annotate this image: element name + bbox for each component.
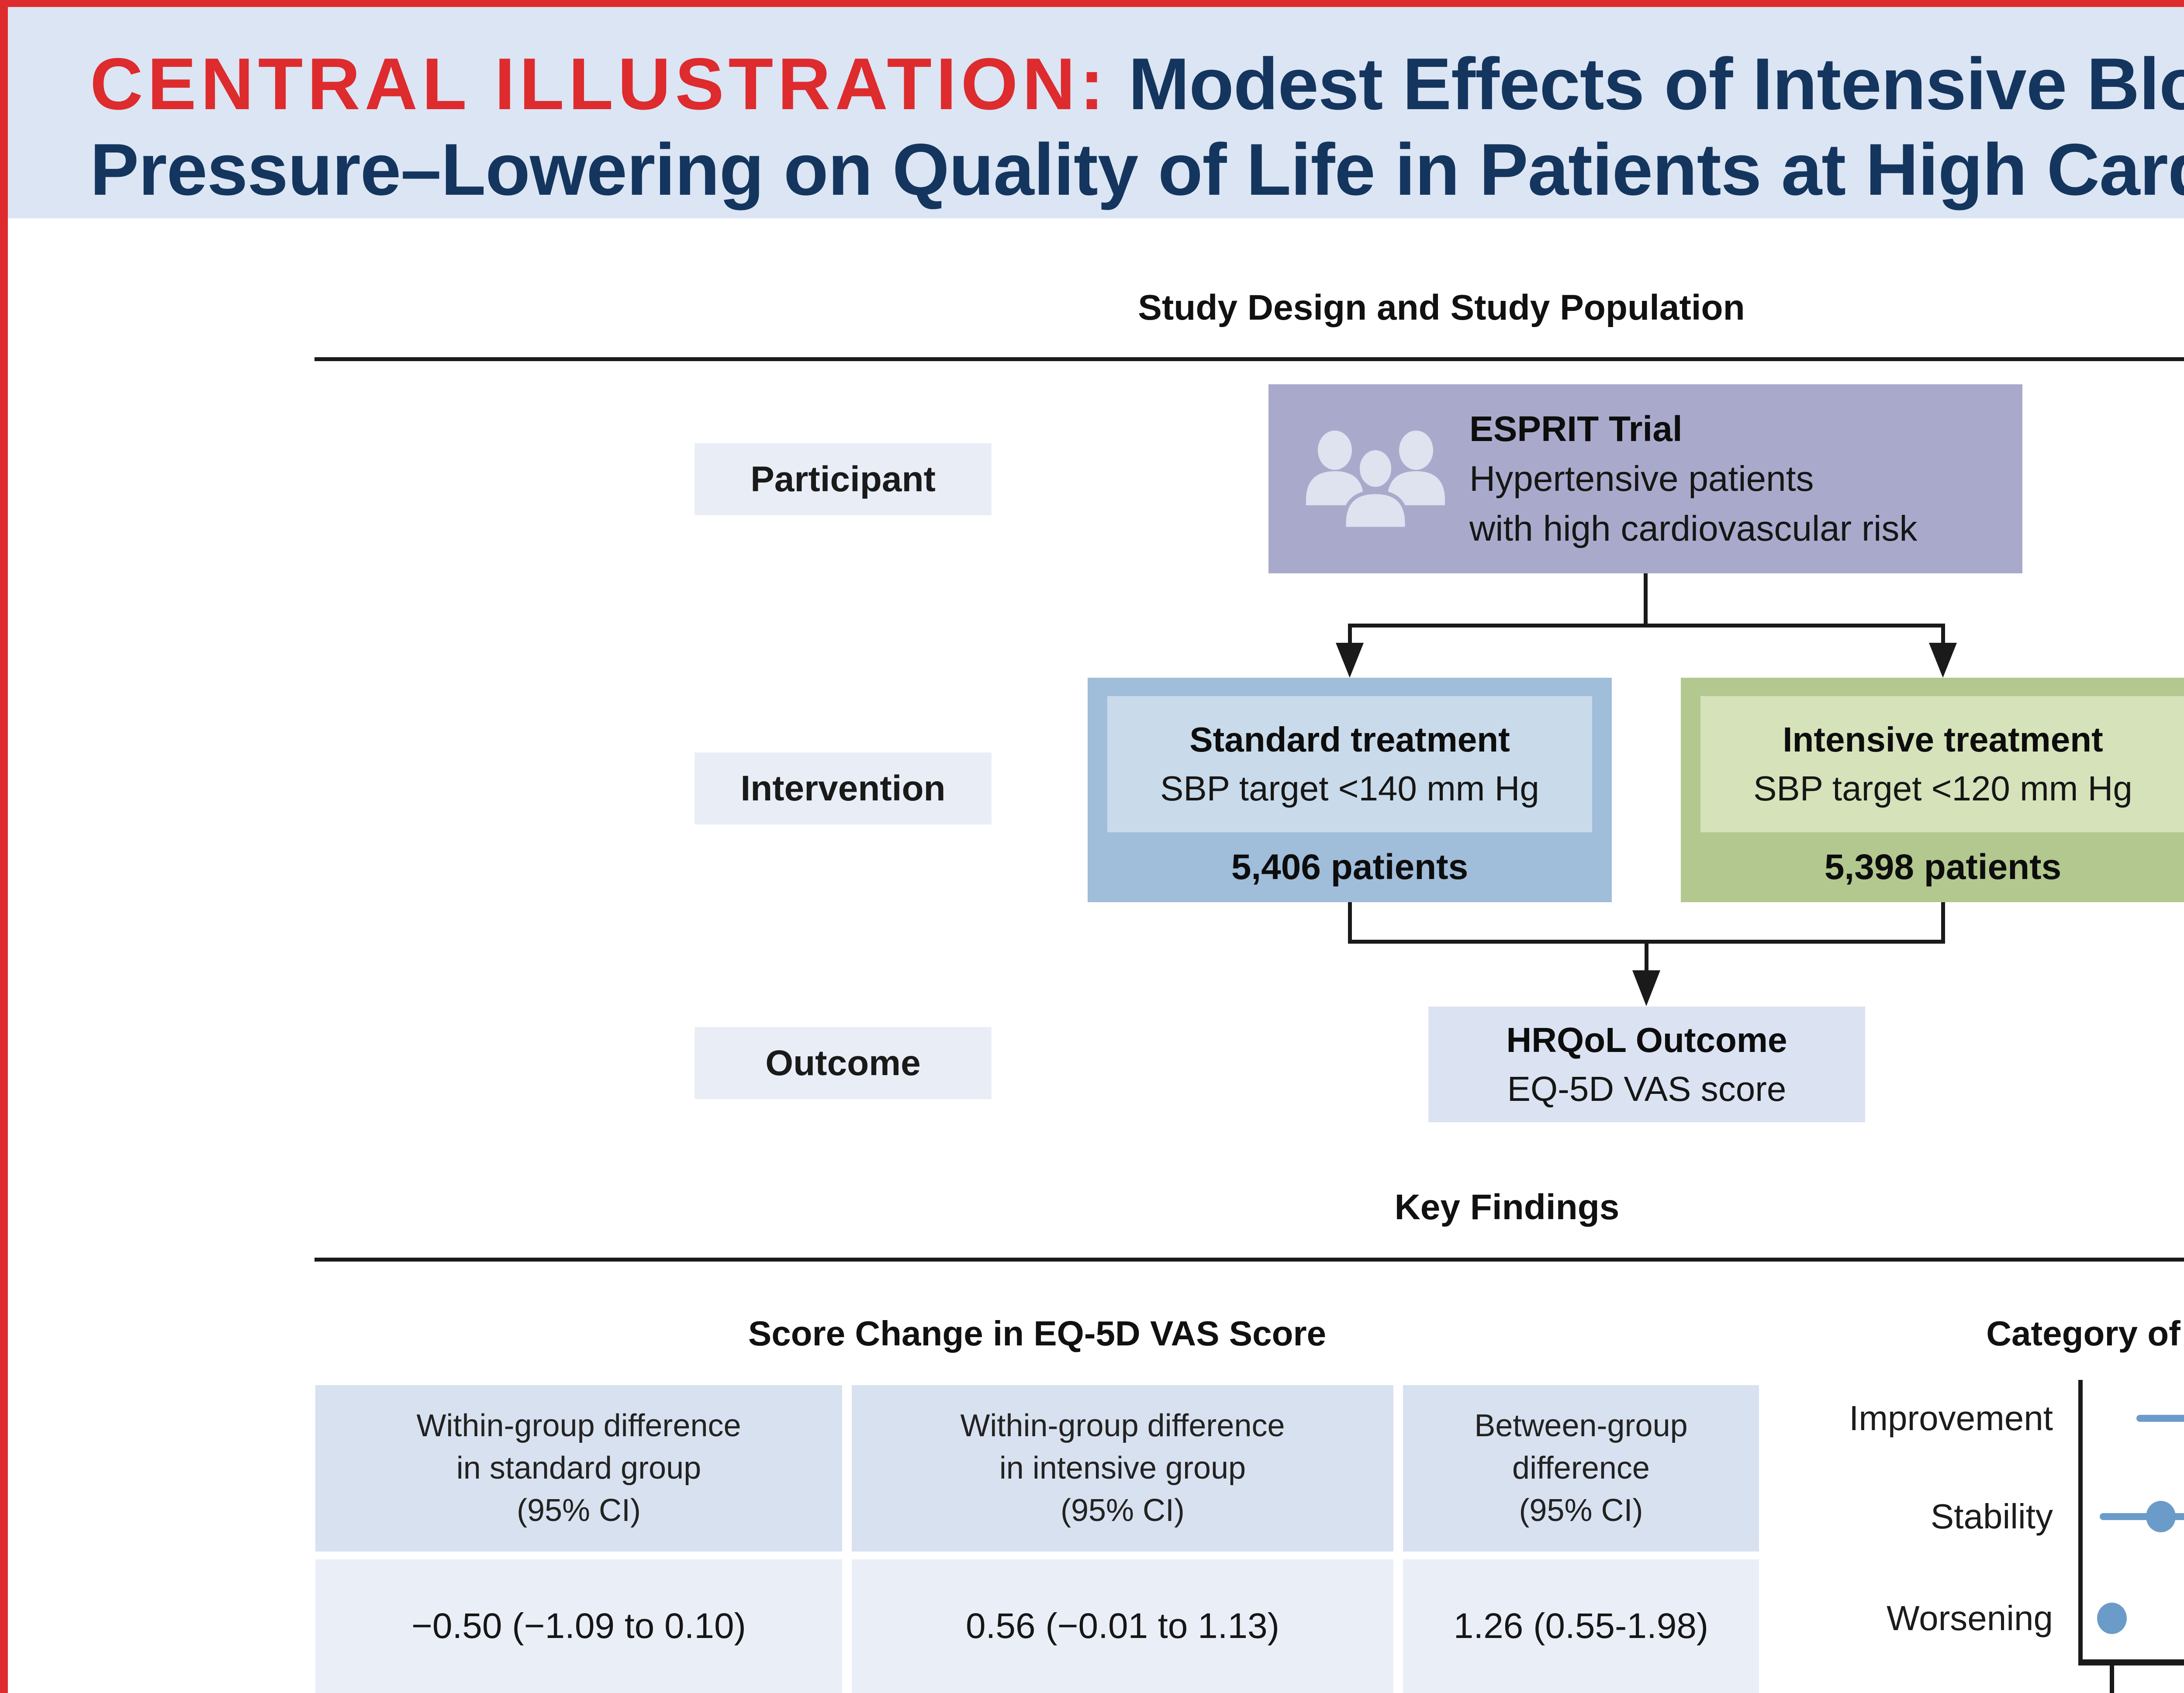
people-group-icon bbox=[1306, 430, 1445, 531]
forest-label-improvement: Improvement bbox=[1849, 1399, 2053, 1438]
row-label-participant: Participant bbox=[695, 443, 992, 515]
hrqol-title: HRQoL Outcome bbox=[1506, 1020, 1787, 1059]
standard-treatment-title: Standard treatment bbox=[1189, 720, 1510, 759]
study-design-heading: Study Design and Study Population bbox=[1138, 288, 1745, 328]
standard-patient-count: 5,406 patients bbox=[1231, 847, 1469, 887]
forest-x-axis bbox=[2078, 1659, 2184, 1665]
table-header-standard: Within-group difference in standard grou… bbox=[315, 1385, 842, 1552]
hrqol-outcome-box: HRQoL Outcome EQ-5D VAS score bbox=[1428, 1007, 1865, 1122]
score-change-title: Score Change in EQ-5D VAS Score bbox=[748, 1314, 1327, 1353]
connector-split-horizontal bbox=[1348, 624, 1945, 628]
row-label-outcome: Outcome bbox=[695, 1027, 992, 1099]
table-header-intensive: Within-group difference in intensive gro… bbox=[852, 1385, 1393, 1552]
frame-border-top bbox=[0, 0, 2184, 7]
arrow-to-standard bbox=[1336, 643, 1364, 678]
connector-standard-down bbox=[1348, 902, 1352, 944]
arrow-to-outcome bbox=[1632, 970, 1660, 1006]
forest-label-worsening: Worsening bbox=[1887, 1599, 2053, 1638]
connector-intensive-down bbox=[1941, 902, 1945, 944]
table-header-between: Between-group difference (95% CI) bbox=[1403, 1385, 1759, 1552]
connector-center-down bbox=[1645, 940, 1648, 971]
hrqol-subtitle: EQ-5D VAS score bbox=[1507, 1069, 1787, 1108]
esprit-text: ESPRIT Trial Hypertensive patients with … bbox=[1469, 404, 1917, 554]
title-line1: Modest Effects of Intensive Blood bbox=[1128, 43, 2184, 125]
key-findings-heading: Key Findings bbox=[1394, 1187, 1620, 1227]
table-header-row: Within-group difference in standard grou… bbox=[315, 1385, 1759, 1552]
point-estimate-dot bbox=[2097, 1603, 2127, 1634]
section-divider bbox=[314, 1258, 2184, 1262]
intensive-patient-count: 5,398 patients bbox=[1824, 847, 2062, 887]
forest-y-axis bbox=[2078, 1380, 2083, 1664]
point-estimate-dot bbox=[2146, 1501, 2176, 1532]
axis-tick bbox=[2110, 1665, 2114, 1693]
forest-label-stability: Stability bbox=[1930, 1497, 2053, 1536]
header-band: CENTRAL ILLUSTRATION: Modest Effects of … bbox=[8, 7, 2184, 218]
intensive-treatment-inner: Intensive treatment SBP target <120 mm H… bbox=[1700, 696, 2184, 832]
connector-esprit-down bbox=[1644, 573, 1648, 625]
central-illustration-label: CENTRAL ILLUSTRATION: bbox=[90, 43, 1109, 125]
frame-border-left bbox=[0, 0, 8, 1693]
row-label-intervention: Intervention bbox=[695, 752, 992, 824]
category-change-title: Category of Change in EQ-5D VAS Score bbox=[1986, 1314, 2184, 1353]
ci-bar bbox=[2136, 1415, 2184, 1422]
score-change-table: Within-group difference in standard grou… bbox=[315, 1385, 1759, 1693]
table-value-between: 1.26 (0.55-1.98) bbox=[1403, 1559, 1759, 1693]
table-value-intensive: 0.56 (−0.01 to 1.13) bbox=[852, 1559, 1393, 1693]
title-line2: Pressure–Lowering on Quality of Life in … bbox=[90, 128, 2184, 210]
connector-right-drop bbox=[1941, 624, 1945, 646]
table-value-standard: −0.50 (−1.09 to 0.10) bbox=[315, 1559, 842, 1693]
standard-treatment-target: SBP target <140 mm Hg bbox=[1160, 769, 1539, 808]
table-value-row: −0.50 (−1.09 to 0.10) 0.56 (−0.01 to 1.1… bbox=[315, 1559, 1759, 1693]
standard-treatment-inner: Standard treatment SBP target <140 mm Hg bbox=[1107, 696, 1592, 832]
esprit-desc-2: with high cardiovascular risk bbox=[1469, 508, 1918, 548]
intensive-treatment-target: SBP target <120 mm Hg bbox=[1753, 769, 2132, 808]
esprit-title: ESPRIT Trial bbox=[1469, 409, 1683, 449]
standard-treatment-box: Standard treatment SBP target <140 mm Hg… bbox=[1088, 678, 1612, 902]
esprit-desc-1: Hypertensive patients bbox=[1469, 459, 1814, 499]
figure-title: CENTRAL ILLUSTRATION: Modest Effects of … bbox=[90, 41, 2184, 212]
arrow-to-intensive bbox=[1929, 643, 1957, 678]
intensive-treatment-box: Intensive treatment SBP target <120 mm H… bbox=[1681, 678, 2184, 902]
esprit-trial-box: ESPRIT Trial Hypertensive patients with … bbox=[1268, 384, 2022, 573]
connector-left-drop bbox=[1348, 624, 1352, 646]
intensive-treatment-title: Intensive treatment bbox=[1783, 720, 2103, 759]
section-divider bbox=[314, 357, 2184, 361]
